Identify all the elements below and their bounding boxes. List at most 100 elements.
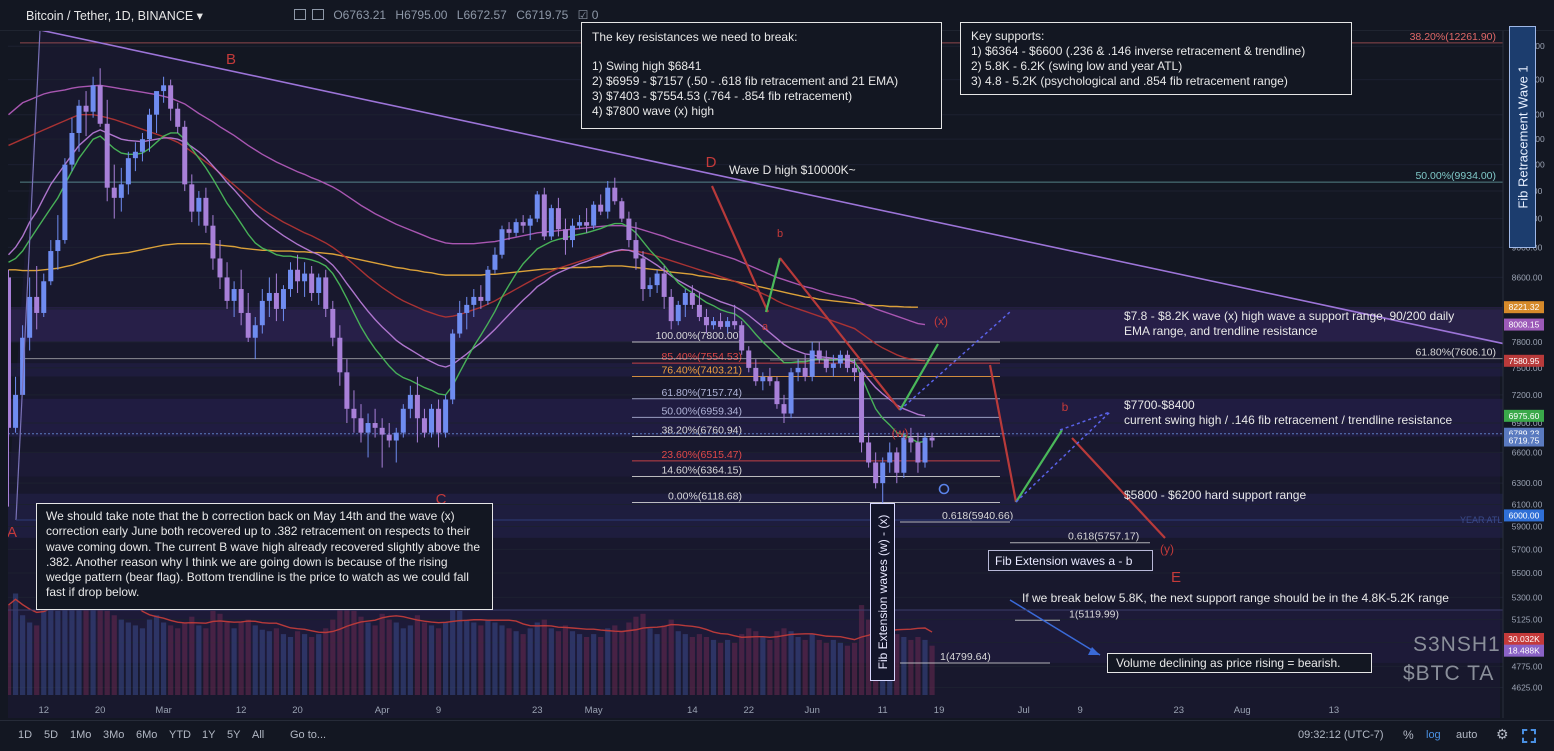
candle-body — [471, 296, 477, 305]
candle-body — [513, 222, 519, 233]
volume-bar — [851, 642, 858, 695]
candle-body — [111, 187, 117, 198]
volume-bar — [478, 625, 484, 695]
volume-bar — [76, 584, 82, 695]
candle-body — [534, 194, 540, 219]
volume-bar — [823, 642, 829, 695]
y-tick-label: 5125.00 — [1512, 615, 1543, 625]
range-1mo[interactable]: 1Mo — [70, 729, 92, 741]
candle-body — [859, 372, 865, 443]
x-tick-label: 19 — [934, 705, 945, 716]
candle-body — [598, 204, 604, 212]
wave-x-support-note: EMA range, and trendline resistance — [1124, 324, 1318, 338]
y-tick-label: 8600.00 — [1512, 272, 1543, 282]
fib-extension-wx-label: Fib Extension waves (w) - (x) — [870, 503, 895, 681]
candle-body — [802, 367, 808, 377]
candle-body — [654, 273, 660, 286]
volume-bar — [520, 634, 526, 695]
ema-line — [8, 242, 918, 308]
price-tag-badge — [1504, 354, 1544, 367]
candle-body — [577, 222, 583, 226]
volume-ma-line — [8, 595, 933, 641]
candle-body — [393, 432, 399, 441]
volume-bar — [12, 593, 19, 695]
high-value: H6795.00 — [395, 8, 448, 22]
y-tick-label: 5500.00 — [1512, 568, 1543, 578]
wave-x-support-note: $7.8 - $8.2K wave (x) high wave a suppor… — [1124, 309, 1455, 323]
range-5y[interactable]: 5Y — [227, 729, 241, 741]
volume-bar — [605, 628, 611, 695]
volume-bar — [48, 590, 54, 695]
support-line: 3) 4.8 - 5.2K (psychological and .854 fi… — [971, 74, 1288, 88]
candle-body — [809, 350, 815, 377]
volume-bar — [309, 637, 315, 695]
candle-body — [27, 296, 33, 338]
y-tick-label: 7800.00 — [1512, 337, 1543, 347]
settings-icon[interactable] — [312, 9, 324, 20]
candle-body — [640, 258, 646, 290]
range-5d[interactable]: 5D — [44, 729, 59, 741]
volume-bar — [675, 631, 681, 695]
candle-body — [520, 222, 526, 226]
auto-toggle[interactable]: auto — [1456, 729, 1478, 741]
volume-bar — [682, 634, 688, 695]
price-tag-badge — [1504, 644, 1544, 657]
volume-bar — [506, 628, 512, 695]
volume-bar — [591, 634, 597, 695]
log-toggle[interactable]: log — [1426, 729, 1441, 741]
candle-body — [175, 108, 181, 127]
fib-level-label: 76.40%(7403.21) — [661, 364, 742, 376]
volume-bar — [548, 628, 554, 695]
range-3mo[interactable]: 3Mo — [103, 729, 125, 741]
gear-icon[interactable]: ⚙ — [1496, 726, 1509, 742]
candle-body — [210, 225, 216, 259]
fib-level-label: 100.00%(7800.00) — [656, 330, 742, 342]
y-tick-label: 5700.00 — [1512, 544, 1543, 554]
candle-body — [196, 197, 202, 212]
year-atl-label: YEAR ATL — [1460, 515, 1502, 525]
volume-bar — [27, 622, 33, 695]
volume-bar — [97, 602, 103, 695]
candle-body — [591, 204, 597, 226]
price-tag-label: 7580.95 — [1509, 356, 1540, 366]
candle-body — [316, 277, 322, 293]
fib-retracement-wave1-label: Fib Retracement Wave 1 — [1509, 26, 1536, 248]
candle-body — [379, 427, 385, 435]
wave-x-path — [899, 343, 939, 411]
candle-body — [365, 423, 371, 433]
volume-bar — [407, 625, 413, 695]
resistance-line: 1) Swing high $6841 — [592, 59, 702, 73]
visibility-icon[interactable] — [294, 9, 306, 20]
arrow-head-icon — [1088, 647, 1100, 655]
x-tick-label: Jul — [1018, 705, 1030, 716]
candle-body — [830, 363, 836, 368]
candle-body — [527, 218, 533, 226]
volume-bar — [541, 619, 547, 695]
volume-bar — [858, 605, 865, 695]
candle-body — [344, 372, 350, 409]
volume-bar — [421, 622, 428, 695]
volume-bar — [386, 619, 392, 695]
range-1y[interactable]: 1Y — [202, 729, 216, 741]
candle-body — [132, 151, 138, 159]
percent-toggle[interactable]: % — [1403, 728, 1414, 742]
volume-bar — [562, 625, 569, 695]
candle-body — [492, 254, 498, 270]
range-6mo[interactable]: 6Mo — [136, 729, 158, 741]
fullscreen-icon[interactable] — [1522, 729, 1536, 743]
symbol-title[interactable]: Bitcoin / Tether, 1D, BINANCE ▾ — [26, 9, 203, 23]
candle-body — [436, 408, 442, 433]
candle-body — [612, 187, 618, 202]
range-ytd[interactable]: YTD — [169, 729, 191, 741]
goto-button[interactable]: Go to... — [290, 729, 327, 741]
indicator-count[interactable]: ☑ 0 — [577, 8, 599, 22]
price-tag-label: 6719.75 — [1509, 436, 1540, 446]
price-tag-label: 8221.32 — [1509, 302, 1540, 312]
range-all[interactable]: All — [252, 729, 265, 741]
candle-body — [104, 123, 110, 188]
candle-body — [118, 184, 124, 198]
candle-body — [90, 85, 96, 112]
clock-readout: 09:32:12 (UTC-7) — [1298, 729, 1384, 741]
range-1d[interactable]: 1D — [18, 729, 33, 741]
volume-bar — [717, 642, 724, 695]
